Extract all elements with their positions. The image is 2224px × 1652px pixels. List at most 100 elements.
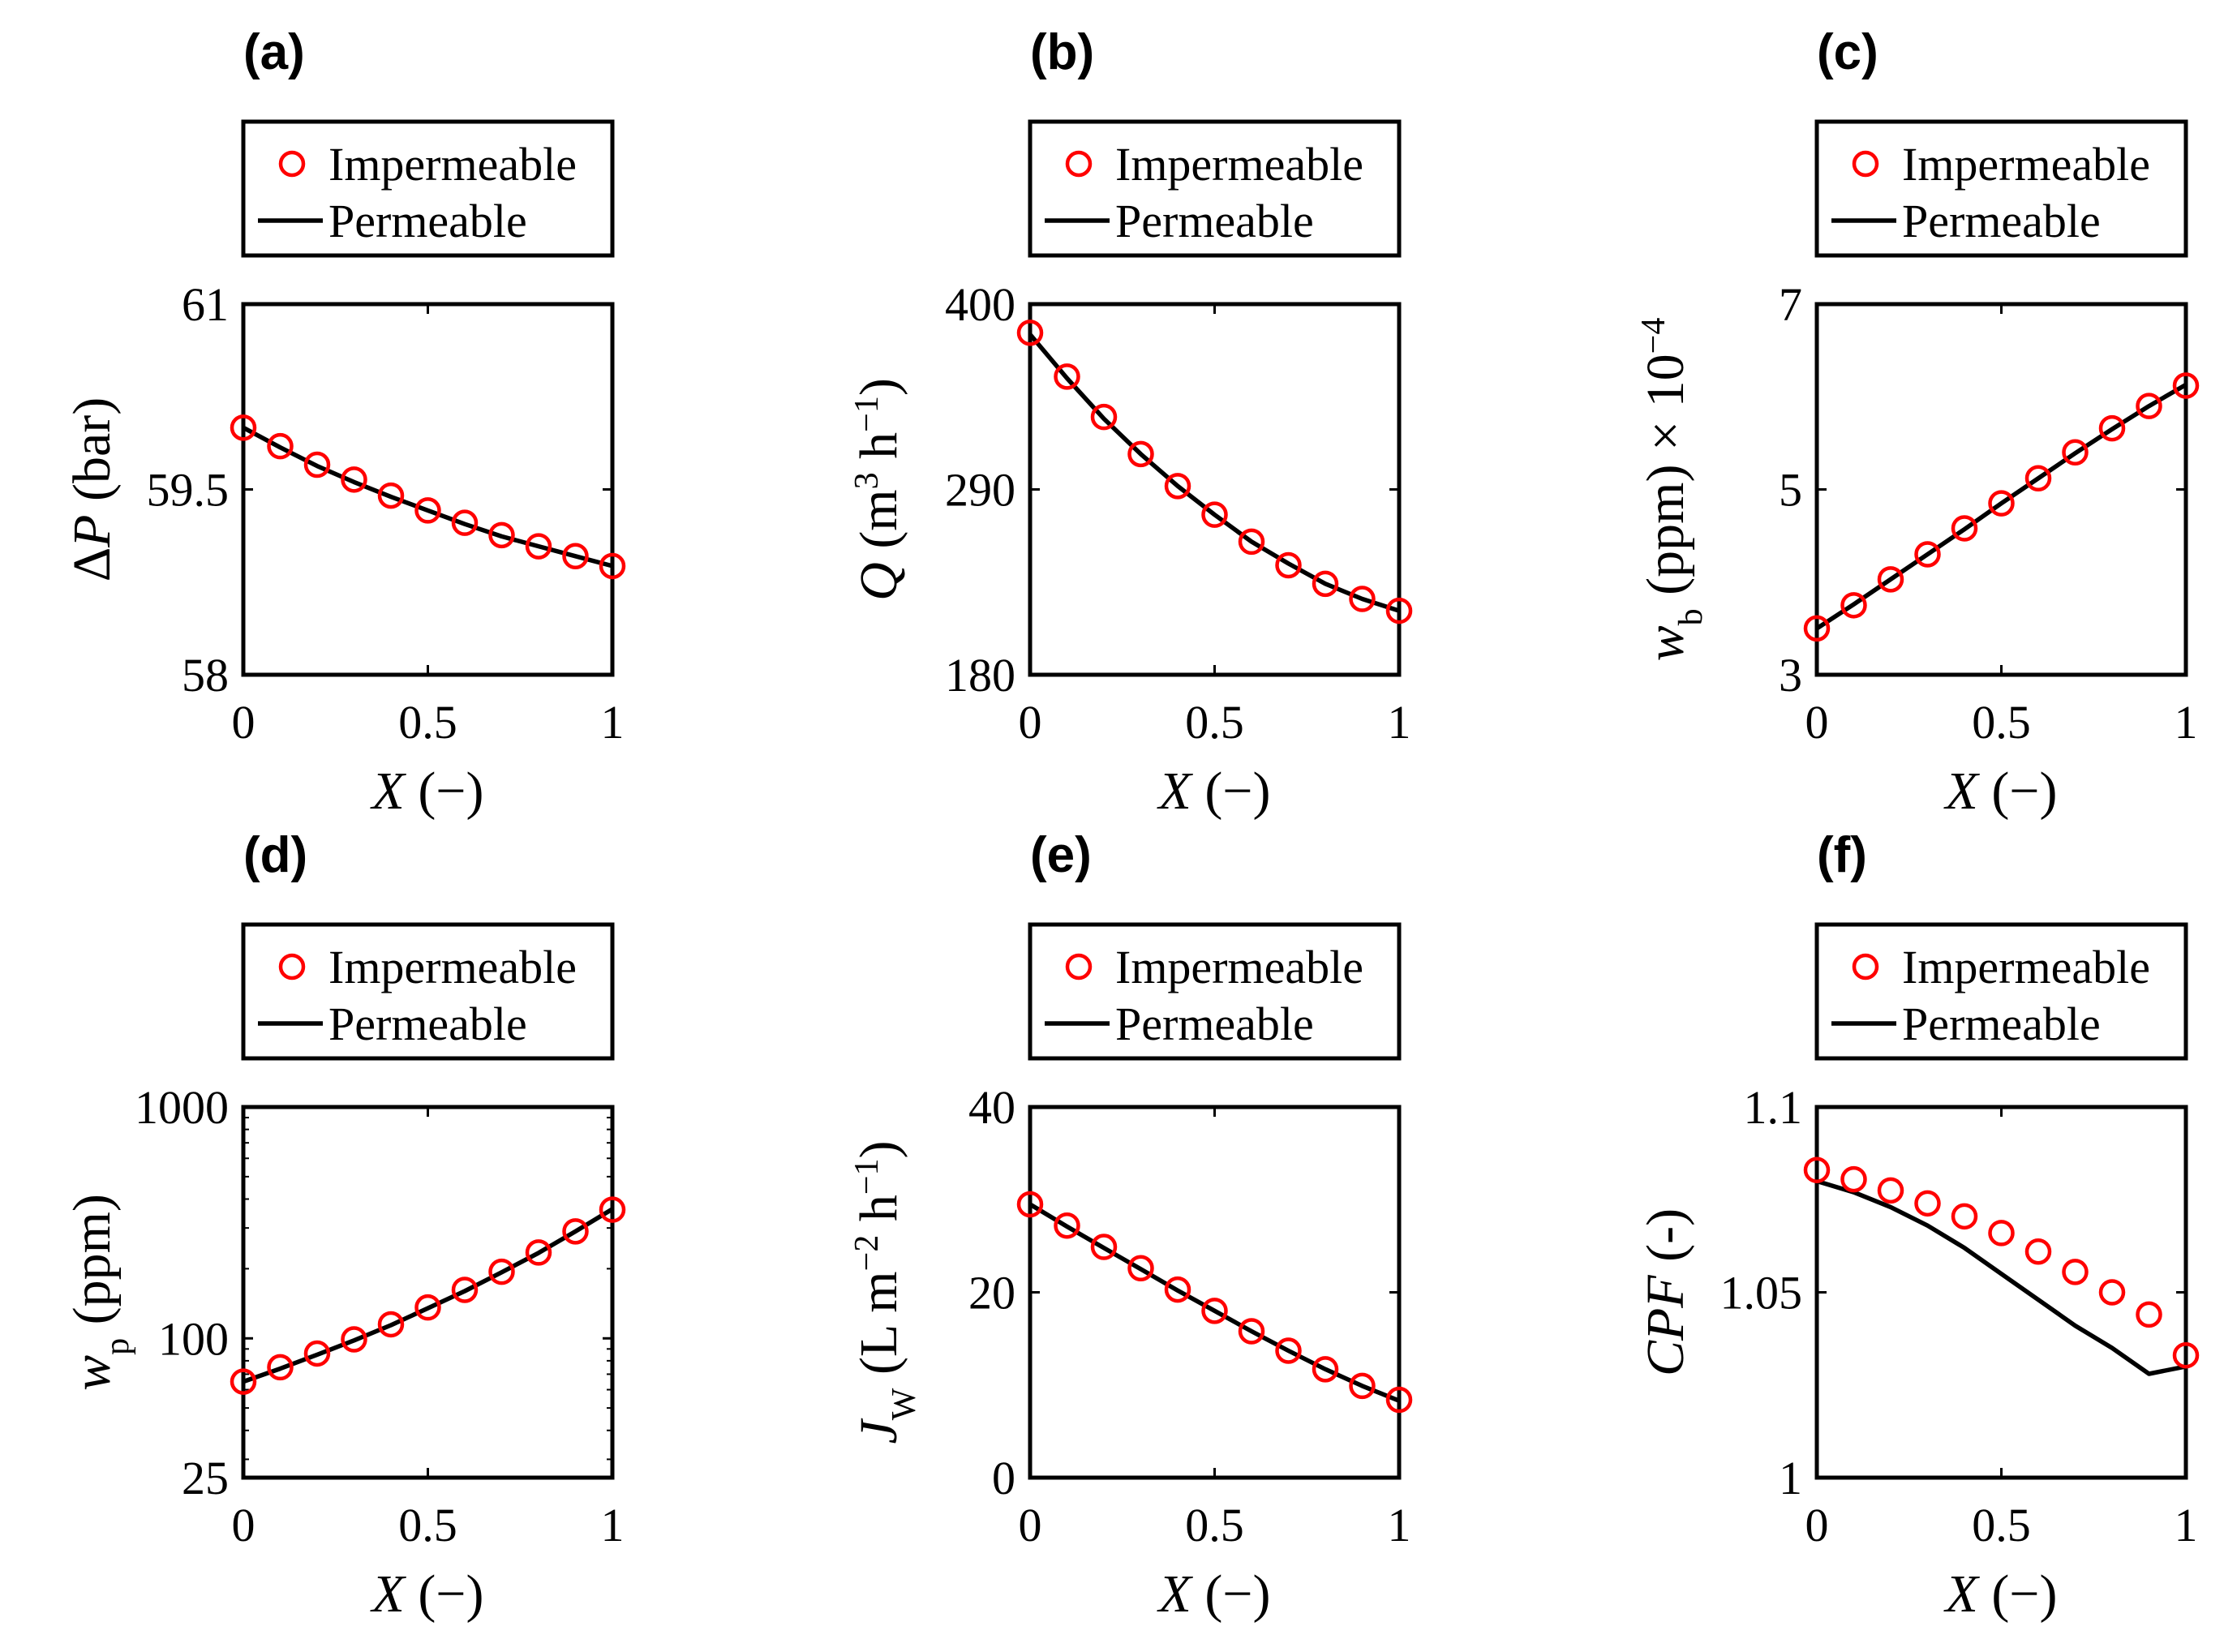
y-tick-label: 58 bbox=[182, 649, 229, 702]
x-tick-label: 0.5 bbox=[1185, 696, 1244, 749]
x-tick-label: 1 bbox=[601, 696, 625, 749]
data-point-impermeable bbox=[2136, 393, 2162, 419]
data-point-impermeable bbox=[1385, 597, 1413, 624]
legend-box bbox=[1028, 922, 1402, 1061]
data-point-impermeable bbox=[1840, 592, 1867, 619]
legend-marker-icon bbox=[1065, 953, 1093, 980]
data-point-impermeable bbox=[230, 1368, 257, 1395]
panel-label-b: (b) bbox=[1030, 24, 1094, 80]
data-point-impermeable bbox=[303, 1340, 331, 1367]
panel-label-a: (a) bbox=[243, 24, 305, 80]
series-line-permeable bbox=[1815, 383, 2188, 631]
panel-label-c: (c) bbox=[1817, 24, 1878, 80]
y-tick-label: 7 bbox=[1779, 278, 1802, 331]
data-point-impermeable bbox=[1164, 1276, 1191, 1303]
axes-box-c bbox=[1814, 302, 2188, 677]
axes-box-e bbox=[1028, 1105, 1402, 1480]
data-point-impermeable bbox=[451, 1277, 479, 1303]
data-point-impermeable bbox=[377, 482, 405, 509]
x-tick-label: 0.5 bbox=[398, 696, 457, 749]
x-tick-label: 1 bbox=[2175, 696, 2198, 749]
legend-label-permeable: Permeable bbox=[328, 998, 527, 1050]
x-tick-label: 0 bbox=[1019, 696, 1042, 749]
legend-label-permeable: Permeable bbox=[1115, 998, 1314, 1050]
data-point-impermeable bbox=[2024, 465, 2052, 492]
legend-box bbox=[1028, 119, 1402, 258]
legend-label-impermeable: Impermeable bbox=[1902, 138, 2150, 191]
y-tick-label: 0 bbox=[992, 1452, 1015, 1504]
series-line-permeable bbox=[1816, 1178, 2187, 1376]
x-axis-label: X (−) bbox=[1156, 1564, 1270, 1624]
legend-marker-icon bbox=[278, 150, 306, 178]
data-point-impermeable bbox=[562, 1218, 589, 1245]
data-point-impermeable bbox=[341, 1326, 367, 1353]
axes-box-a bbox=[241, 302, 615, 677]
legend-label-permeable: Permeable bbox=[1902, 998, 2101, 1050]
data-point-impermeable bbox=[1164, 473, 1191, 500]
x-tick-label: 0.5 bbox=[1185, 1499, 1244, 1551]
legend-box bbox=[1814, 922, 2188, 1061]
data-point-impermeable bbox=[1803, 1156, 1831, 1183]
legend-label-permeable: Permeable bbox=[1115, 195, 1314, 247]
legend-box bbox=[241, 119, 615, 258]
data-point-impermeable bbox=[1090, 1234, 1118, 1260]
data-point-impermeable bbox=[2172, 1341, 2200, 1369]
legend-label-impermeable: Impermeable bbox=[1115, 138, 1363, 191]
legend-marker-icon bbox=[278, 953, 306, 980]
panel-label-e: (e) bbox=[1030, 827, 1092, 883]
data-point-impermeable bbox=[2098, 1279, 2126, 1306]
data-point-impermeable bbox=[1988, 490, 2015, 517]
y-tick-label: 5 bbox=[1779, 464, 1802, 517]
data-point-impermeable bbox=[488, 1258, 515, 1285]
y-tick-label: 40 bbox=[968, 1081, 1015, 1134]
x-tick-label: 0.5 bbox=[398, 1499, 457, 1551]
data-point-impermeable bbox=[341, 466, 367, 493]
axes-box-f bbox=[1814, 1105, 2188, 1480]
data-point-impermeable bbox=[1914, 541, 1941, 568]
y-tick-label: 1.1 bbox=[1744, 1081, 1803, 1134]
y-tick-label: 59.5 bbox=[147, 464, 230, 517]
legend-marker-icon bbox=[1065, 150, 1093, 178]
y-tick-label: 1 bbox=[1779, 1452, 1802, 1504]
series-line-permeable bbox=[243, 1207, 614, 1384]
data-point-impermeable bbox=[1312, 1356, 1339, 1383]
data-point-impermeable bbox=[1877, 566, 1904, 593]
data-point-impermeable bbox=[1238, 528, 1265, 556]
data-point-impermeable bbox=[267, 1354, 294, 1381]
data-point-impermeable bbox=[1349, 586, 1376, 612]
legend-box bbox=[1814, 119, 2188, 258]
data-point-impermeable bbox=[1090, 403, 1118, 431]
series-line-permeable bbox=[1028, 333, 1400, 613]
x-tick-label: 0.5 bbox=[1972, 1499, 2031, 1551]
data-point-impermeable bbox=[562, 543, 589, 570]
data-point-impermeable bbox=[1312, 570, 1339, 598]
y-tick-label: 100 bbox=[158, 1312, 229, 1365]
legend-label-impermeable: Impermeable bbox=[328, 138, 577, 191]
legend-label-permeable: Permeable bbox=[1902, 195, 2101, 247]
data-point-impermeable bbox=[488, 521, 515, 549]
x-tick-label: 0 bbox=[232, 1499, 255, 1551]
data-point-impermeable bbox=[2024, 1238, 2052, 1265]
x-tick-label: 1 bbox=[2175, 1499, 2198, 1551]
data-point-impermeable bbox=[525, 1239, 552, 1266]
legend-label-impermeable: Impermeable bbox=[1902, 941, 2150, 993]
y-axis-label: ΔP (bar) bbox=[62, 397, 122, 582]
legend-marker-icon bbox=[1852, 150, 1879, 178]
data-point-impermeable bbox=[2062, 439, 2089, 466]
legend-label-impermeable: Impermeable bbox=[1115, 941, 1363, 993]
series-line-permeable bbox=[242, 425, 613, 569]
data-point-impermeable bbox=[414, 1294, 441, 1321]
data-point-impermeable bbox=[1914, 1190, 1941, 1217]
series-line-permeable bbox=[1028, 1202, 1401, 1403]
data-point-impermeable bbox=[1988, 1220, 2015, 1247]
x-tick-label: 0 bbox=[232, 696, 255, 749]
